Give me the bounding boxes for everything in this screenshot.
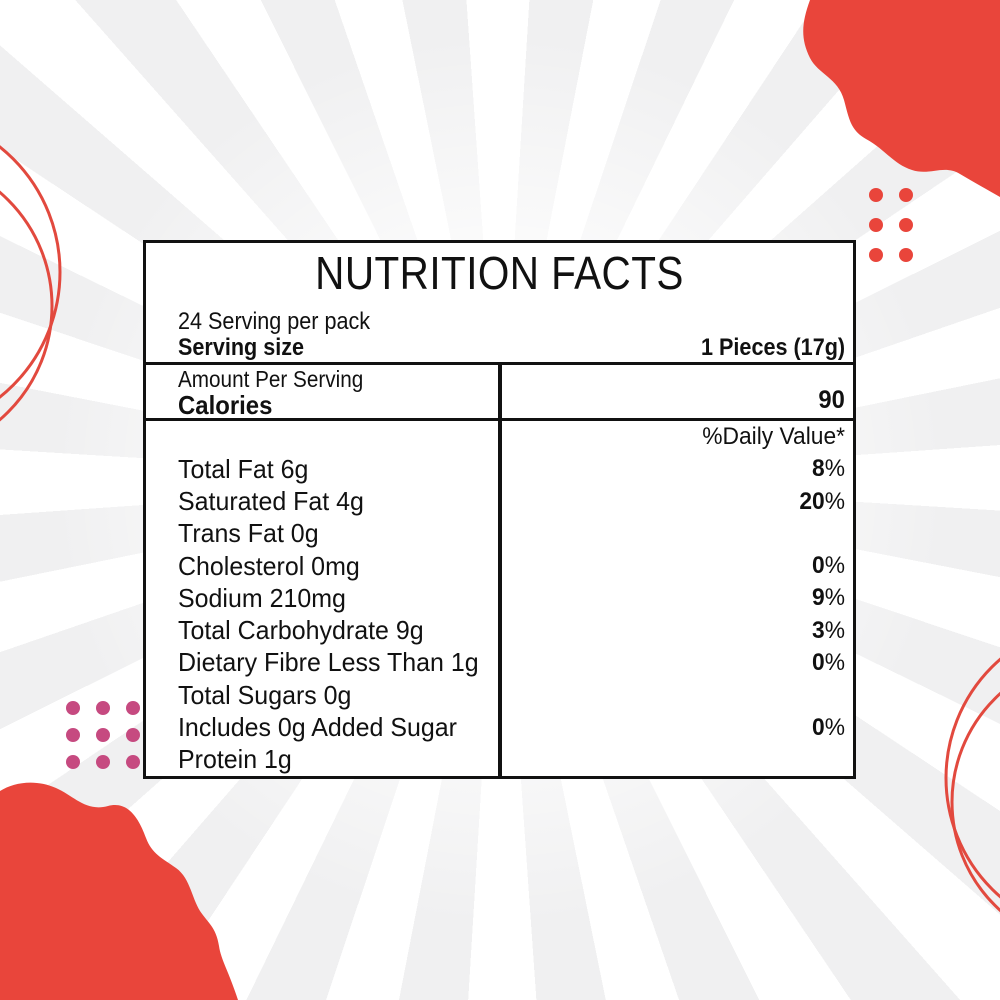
servings-per-pack: 24 Serving per pack: [178, 308, 371, 335]
right-ring-inner: [950, 691, 1000, 913]
daily-value-header: %Daily Value*: [702, 423, 845, 451]
right-ring-outer: [944, 657, 1000, 899]
serving-size-label: Serving size: [178, 334, 305, 361]
nutrient-row-sodium: Sodium 210mg: [178, 582, 346, 613]
nutrient-names-column: Total Fat 6g Saturated Fat 4g Trans Fat …: [146, 421, 502, 776]
dv-sodium: 9%: [812, 584, 845, 612]
pink-dot: [126, 728, 140, 742]
red-dot: [869, 188, 883, 202]
bottom-left-blob-shape: [0, 782, 238, 1000]
amount-per-serving-label: Amount Per Serving: [178, 366, 364, 392]
left-ring-outer: [0, 145, 62, 399]
serving-size-row: Serving size 1 Pieces (17g): [178, 335, 845, 360]
nutrient-row-trans-fat: Trans Fat 0g: [178, 518, 319, 549]
dv-trans-fat: [519, 518, 845, 550]
spacer-row: [178, 421, 485, 453]
calories-right-cell: 90: [502, 365, 853, 418]
red-dots-pattern: [869, 188, 913, 262]
nutrient-row-cholesterol: Cholesterol 0mg: [178, 550, 360, 581]
red-dot: [869, 218, 883, 232]
pink-dot: [66, 728, 80, 742]
red-dot: [869, 248, 883, 262]
pink-dot: [66, 755, 80, 769]
pink-dot: [96, 755, 110, 769]
pink-dot: [126, 701, 140, 715]
dv-protein: [519, 744, 845, 776]
label-title: NUTRITION FACTS: [315, 247, 684, 299]
pink-dot: [126, 755, 140, 769]
red-dot: [899, 188, 913, 202]
dv-cholesterol: 0%: [812, 552, 845, 580]
dv-total-carbohydrate: 3%: [812, 616, 845, 644]
nutrient-row-total-sugars: Total Sugars 0g: [178, 679, 352, 710]
nutrient-row-added-sugar: Includes 0g Added Sugar: [178, 712, 457, 743]
dv-saturated-fat: 20%: [799, 487, 845, 515]
dv-dietary-fibre: 0%: [812, 648, 845, 676]
pink-dot: [96, 728, 110, 742]
pink-dot: [96, 701, 110, 715]
calories-left-cell: Amount Per Serving Calories: [146, 365, 502, 420]
calories-section: Amount Per Serving Calories 90: [146, 365, 853, 421]
pink-dot: [66, 701, 80, 715]
dv-added-sugar: 0%: [812, 713, 845, 741]
nutrient-row-total-fat: Total Fat 6g: [178, 453, 309, 484]
pink-dots-pattern: [66, 701, 140, 769]
nutrient-row-total-carbohydrate: Total Carbohydrate 9g: [178, 615, 424, 646]
calories-label: Calories: [178, 390, 273, 420]
daily-value-column: %Daily Value* 8% 20% 0% 9% 3% 0% 0%: [502, 421, 853, 776]
nutrient-row-dietary-fibre: Dietary Fibre Less Than 1g: [178, 647, 479, 678]
nutrient-row-protein: Protein 1g: [178, 744, 292, 775]
red-dot: [899, 218, 913, 232]
nutrients-section: Total Fat 6g Saturated Fat 4g Trans Fat …: [146, 421, 853, 776]
left-ring-inner: [0, 190, 54, 422]
calories-value: 90: [818, 386, 845, 414]
red-dot: [899, 248, 913, 262]
label-header-section: NUTRITION FACTS 24 Serving per pack Serv…: [146, 243, 853, 365]
dv-total-fat: 8%: [812, 455, 845, 483]
dv-total-sugars: [519, 679, 845, 711]
nutrition-facts-label: NUTRITION FACTS 24 Serving per pack Serv…: [143, 240, 856, 779]
nutrient-row-saturated-fat: Saturated Fat 4g: [178, 486, 364, 517]
top-right-blob-shape: [803, 0, 1000, 197]
serving-size-value: 1 Pieces (17g): [700, 334, 845, 361]
